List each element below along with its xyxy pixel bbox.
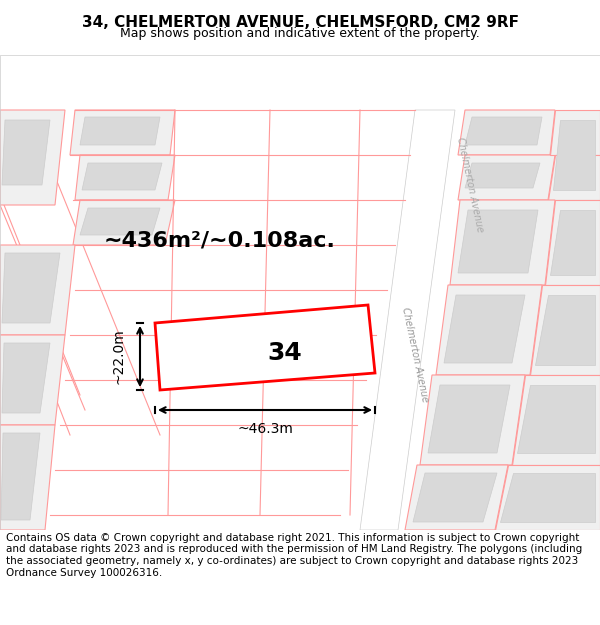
- Polygon shape: [413, 473, 497, 522]
- Polygon shape: [75, 155, 175, 200]
- Polygon shape: [436, 285, 542, 375]
- Text: Map shows position and indicative extent of the property.: Map shows position and indicative extent…: [120, 27, 480, 39]
- Polygon shape: [495, 465, 600, 530]
- Polygon shape: [465, 117, 542, 145]
- Polygon shape: [405, 465, 508, 530]
- Polygon shape: [428, 385, 510, 453]
- Polygon shape: [80, 208, 160, 235]
- Polygon shape: [553, 120, 595, 190]
- Text: Contains OS data © Crown copyright and database right 2021. This information is : Contains OS data © Crown copyright and d…: [6, 533, 582, 578]
- Text: 34: 34: [268, 341, 302, 365]
- Polygon shape: [458, 155, 555, 200]
- Polygon shape: [444, 295, 525, 363]
- Polygon shape: [500, 473, 595, 522]
- Polygon shape: [530, 285, 600, 375]
- Polygon shape: [450, 200, 555, 285]
- Polygon shape: [458, 210, 538, 273]
- Polygon shape: [80, 117, 160, 145]
- Polygon shape: [545, 200, 600, 285]
- Text: ~22.0m: ~22.0m: [112, 329, 126, 384]
- Text: ~436m²/~0.108ac.: ~436m²/~0.108ac.: [104, 230, 336, 250]
- Text: ~46.3m: ~46.3m: [237, 422, 293, 436]
- Polygon shape: [0, 425, 55, 530]
- Polygon shape: [517, 385, 595, 453]
- Polygon shape: [73, 200, 175, 245]
- Polygon shape: [2, 343, 50, 413]
- Polygon shape: [420, 375, 525, 465]
- Polygon shape: [550, 210, 595, 275]
- Polygon shape: [550, 110, 600, 155]
- Polygon shape: [360, 110, 455, 530]
- Polygon shape: [2, 120, 50, 185]
- Polygon shape: [512, 375, 600, 465]
- Text: 34, CHELMERTON AVENUE, CHELMSFORD, CM2 9RF: 34, CHELMERTON AVENUE, CHELMSFORD, CM2 9…: [82, 16, 518, 31]
- Polygon shape: [535, 295, 595, 365]
- Polygon shape: [465, 163, 540, 188]
- Polygon shape: [0, 110, 65, 205]
- Polygon shape: [458, 110, 555, 155]
- Polygon shape: [548, 155, 600, 200]
- Polygon shape: [70, 110, 175, 155]
- Polygon shape: [1, 433, 40, 520]
- Polygon shape: [155, 305, 375, 390]
- Polygon shape: [2, 253, 60, 323]
- Polygon shape: [82, 163, 162, 190]
- Polygon shape: [0, 245, 75, 335]
- Text: Chelmerton Avenue: Chelmerton Avenue: [455, 137, 485, 233]
- Polygon shape: [0, 335, 65, 425]
- Text: Chelmerton Avenue: Chelmerton Avenue: [400, 307, 430, 403]
